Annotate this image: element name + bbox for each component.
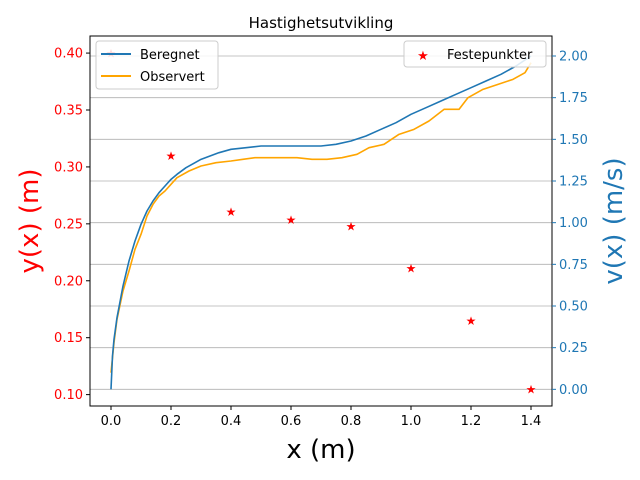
y-left-tick-label: 0.30 (54, 160, 83, 175)
festepunkt-marker: ★ (286, 213, 297, 227)
legend-observert-label: Observert (140, 70, 205, 85)
legend-festepunkter-marker: ★ (417, 49, 429, 64)
y-left-tick-label: 0.10 (54, 388, 83, 403)
y-right-tick-label: 1.50 (559, 133, 588, 148)
y-right-tick-label: 0.25 (559, 341, 588, 356)
y-left-tick-label: 0.15 (54, 331, 83, 346)
x-tick-label: 0.0 (101, 414, 122, 429)
legend-right: ★ Festepunkter (403, 40, 547, 68)
x-tick-label: 0.4 (221, 414, 242, 429)
y-right-axis: 0.00 0.25 0.50 0.75 1.00 1.25 1.50 1.75 2.00 (552, 50, 588, 398)
legend-right-box (403, 40, 547, 68)
series-line-observert (110, 62, 532, 373)
y-right-tick-label: 1.00 (559, 216, 588, 231)
plot-frame (89, 35, 553, 407)
y-right-tick-label: 2.00 (559, 50, 588, 65)
x-tick-label: 1.2 (461, 414, 482, 429)
y-right-tick-label: 0.75 (559, 258, 588, 273)
festepunkt-marker: ★ (166, 149, 177, 163)
y-right-tick-label: 0.50 (559, 300, 588, 315)
series-line-beregnet (110, 55, 532, 390)
y-right-tick-label: 1.25 (559, 175, 588, 190)
y-left-tick-label: 0.20 (54, 274, 83, 289)
legend-festepunkter-label: Festepunkter (447, 48, 533, 63)
x-tick-label: 0.2 (161, 414, 182, 429)
y-right-axis-label: v(x) (m/s) (599, 157, 629, 284)
x-tick-label: 0.8 (341, 414, 362, 429)
y-left-axis-label: y(x) (m) (15, 169, 45, 274)
y-left-axis: 0.10 0.15 0.20 0.25 0.30 0.35 0.40 (54, 47, 90, 403)
festepunkt-marker: ★ (466, 314, 477, 328)
legend-left: Beregnet Observert (95, 40, 219, 90)
legend-beregnet-label: Beregnet (140, 48, 200, 63)
festepunkt-marker: ★ (226, 205, 237, 219)
chart-title: Hastighetsutvikling (249, 14, 394, 32)
y-right-tick-label: 0.00 (559, 383, 588, 398)
festepunkt-marker: ★ (526, 382, 537, 396)
festepunkt-marker: ★ (406, 262, 417, 276)
x-axis-label: x (m) (286, 435, 355, 465)
series-layer (110, 55, 532, 390)
y-right-tick-label: 1.75 (559, 91, 588, 106)
x-tick-label: 1.4 (521, 414, 542, 429)
festepunkt-marker: ★ (346, 220, 357, 234)
y-left-tick-label: 0.35 (54, 104, 83, 119)
x-tick-label: 0.6 (281, 414, 302, 429)
y-left-tick-label: 0.25 (54, 217, 83, 232)
x-axis: 0.0 0.2 0.4 0.6 0.8 1.0 1.2 1.4 (101, 406, 542, 429)
y-left-tick-label: 0.40 (54, 47, 83, 62)
x-tick-label: 1.0 (401, 414, 422, 429)
